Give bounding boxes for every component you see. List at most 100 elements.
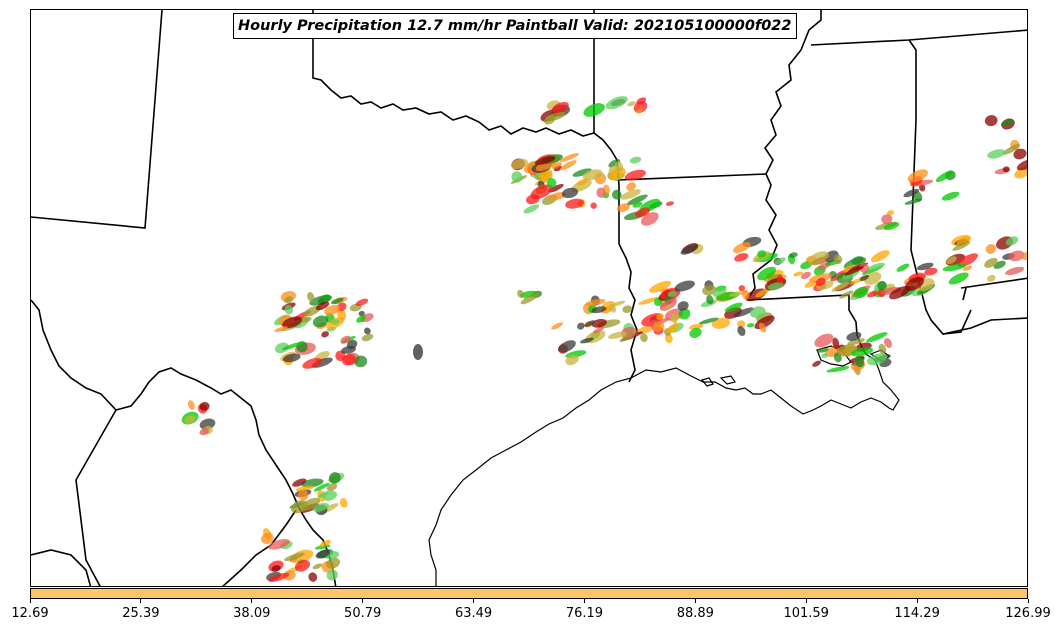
precip-blob [551, 162, 562, 169]
precip-blob [557, 340, 576, 353]
precip-blob [551, 101, 569, 114]
precip-blob [664, 333, 673, 344]
precip-blob [640, 212, 659, 226]
precip-blob [713, 288, 727, 297]
precip-blob [593, 326, 605, 334]
precip-blob [831, 281, 850, 292]
paintball-precip-blobs [181, 96, 1027, 582]
precip-blob [626, 182, 637, 191]
precip-blob [688, 323, 704, 330]
precip-blob [199, 418, 216, 430]
precip-blob [738, 285, 746, 292]
precip-blob [987, 274, 996, 282]
precip-blob [733, 241, 751, 254]
precip-blob [677, 301, 689, 311]
precip-blob [640, 333, 648, 343]
precip-blob [839, 290, 854, 299]
precip-blob [853, 286, 869, 299]
colorbar-tick-label: 38.09 [233, 606, 271, 621]
precip-blob [859, 275, 869, 281]
precip-blob [851, 347, 874, 357]
precip-blob [520, 293, 539, 305]
precip-blob [814, 333, 834, 348]
precip-blob [565, 198, 584, 209]
precip-blob [632, 201, 643, 208]
colorbar-tick-label: 63.49 [454, 606, 493, 621]
precip-blob [635, 108, 644, 114]
precip-blob [596, 187, 606, 198]
precip-blob [807, 251, 829, 266]
precip-blob [591, 318, 607, 328]
precip-blob [184, 415, 196, 424]
precip-blob [985, 243, 997, 254]
precip-blob [774, 257, 786, 265]
precip-blob [859, 262, 869, 273]
colorbar-tick [140, 599, 142, 603]
precip-blob [749, 306, 766, 319]
precip-blob [510, 158, 528, 170]
precip-blob [815, 277, 826, 287]
precip-blob [582, 169, 603, 181]
precip-blob [635, 207, 650, 218]
precip-blob [952, 241, 971, 251]
precip-blob [1002, 166, 1010, 173]
precip-blob [984, 257, 998, 268]
colorbar-tick [473, 599, 475, 603]
precip-blob [620, 189, 641, 200]
precip-blob [314, 544, 331, 550]
precip-blob [699, 317, 719, 325]
precip-blob [1008, 250, 1025, 262]
colorbar-tick [362, 599, 364, 603]
precip-blob [616, 203, 630, 212]
precip-blob [1002, 144, 1020, 155]
precip-blob [736, 320, 746, 328]
precip-blob [572, 168, 592, 177]
precip-blob [706, 295, 714, 305]
precip-blob [946, 256, 957, 265]
precip-blob [321, 331, 329, 338]
precip-blob [826, 366, 850, 373]
precip-blob [956, 236, 970, 247]
precip-blob [282, 341, 303, 351]
precip-blob [260, 532, 274, 545]
precip-blob [680, 244, 699, 255]
precip-blob [576, 178, 589, 186]
precip-blob [702, 285, 717, 296]
precip-blob [656, 313, 664, 321]
colorbar-tick-label: 76.19 [565, 606, 604, 621]
precip-blob [854, 355, 865, 368]
precip-blob [1013, 148, 1027, 160]
colorbar-tick-label: 114.29 [894, 606, 940, 621]
precip-blob [268, 538, 290, 550]
precip-blob [924, 267, 938, 276]
precip-blob [284, 296, 293, 304]
precip-blob [776, 275, 784, 284]
precip-blob [546, 177, 557, 188]
precip-blob [866, 290, 880, 298]
precip-blob [889, 285, 911, 300]
precip-blob [984, 115, 998, 127]
precip-blob [816, 347, 829, 353]
precip-blob [560, 160, 577, 171]
precip-blob [755, 288, 770, 298]
precip-blob [867, 262, 886, 271]
precip-blob [319, 539, 331, 547]
precip-blob [883, 222, 900, 231]
coastline [428, 345, 900, 586]
precip-blob [611, 189, 622, 200]
precip-blob [904, 198, 922, 205]
precip-blob [354, 355, 368, 368]
precip-blob [800, 271, 811, 280]
precip-blob [283, 552, 305, 562]
map-canvas [31, 10, 1027, 586]
precip-blob [308, 572, 318, 582]
precip-blob [665, 201, 675, 206]
precip-blob [577, 322, 585, 330]
precip-blob [356, 315, 366, 323]
precip-blob [324, 304, 341, 316]
precip-blob [511, 171, 523, 183]
precip-blob [1001, 119, 1014, 127]
precip-blob [788, 252, 798, 258]
precip-blob [312, 502, 329, 512]
precip-blob [767, 282, 784, 290]
